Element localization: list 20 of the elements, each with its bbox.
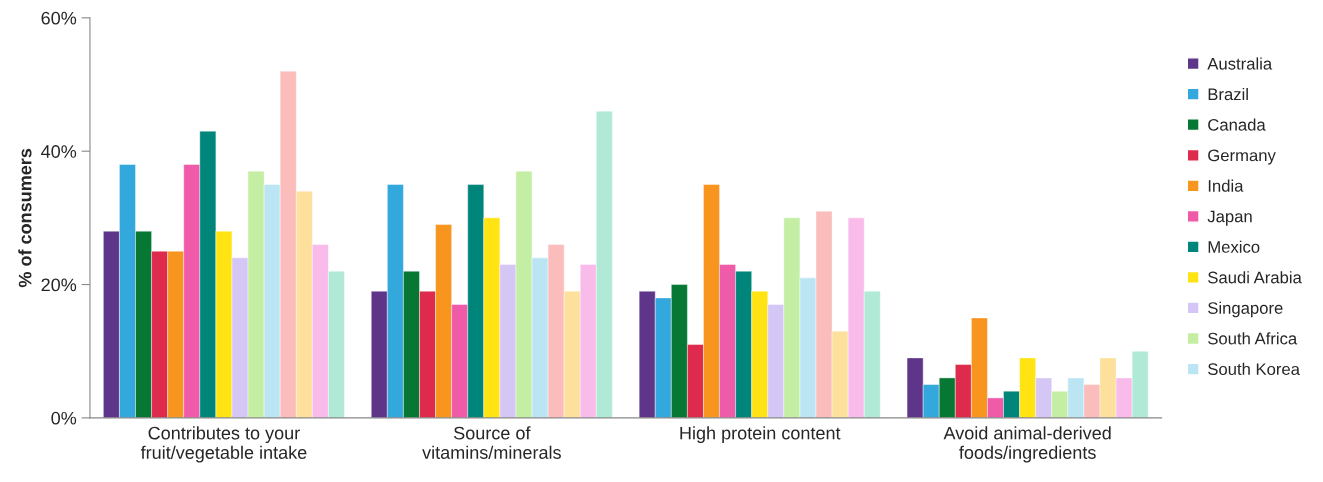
- x-tick-label: High protein content: [680, 426, 841, 444]
- legend-label: Mexico: [1208, 240, 1260, 253]
- x-tick-label: Contributes to your fruit/vegetable intake: [140, 426, 307, 463]
- x-tick-label: Source of vitamins/minerals: [422, 426, 561, 459]
- y-tick-label: 20%: [41, 278, 77, 292]
- y-axis-title: % of consumers: [18, 148, 32, 288]
- legend-label: South Korea: [1208, 362, 1300, 376]
- legend-label: Brazil: [1208, 87, 1248, 101]
- legend-label: India: [1208, 179, 1244, 192]
- legend-label: Saudi Arabia: [1208, 271, 1302, 284]
- legend-label: Germany: [1208, 149, 1276, 165]
- y-tick-label: 0%: [51, 411, 77, 425]
- y-tick-label: 40%: [41, 145, 77, 158]
- x-tick-label: Avoid animal-derived foods/ingredients: [943, 426, 1111, 463]
- legend-label: South Africa: [1208, 332, 1298, 345]
- legend-label: Japan: [1207, 210, 1252, 226]
- legend-label: Canada: [1208, 118, 1266, 131]
- y-tick-label: 60%: [41, 11, 77, 25]
- legend-label: Australia: [1207, 57, 1273, 70]
- legend-label: Singapore: [1208, 301, 1283, 318]
